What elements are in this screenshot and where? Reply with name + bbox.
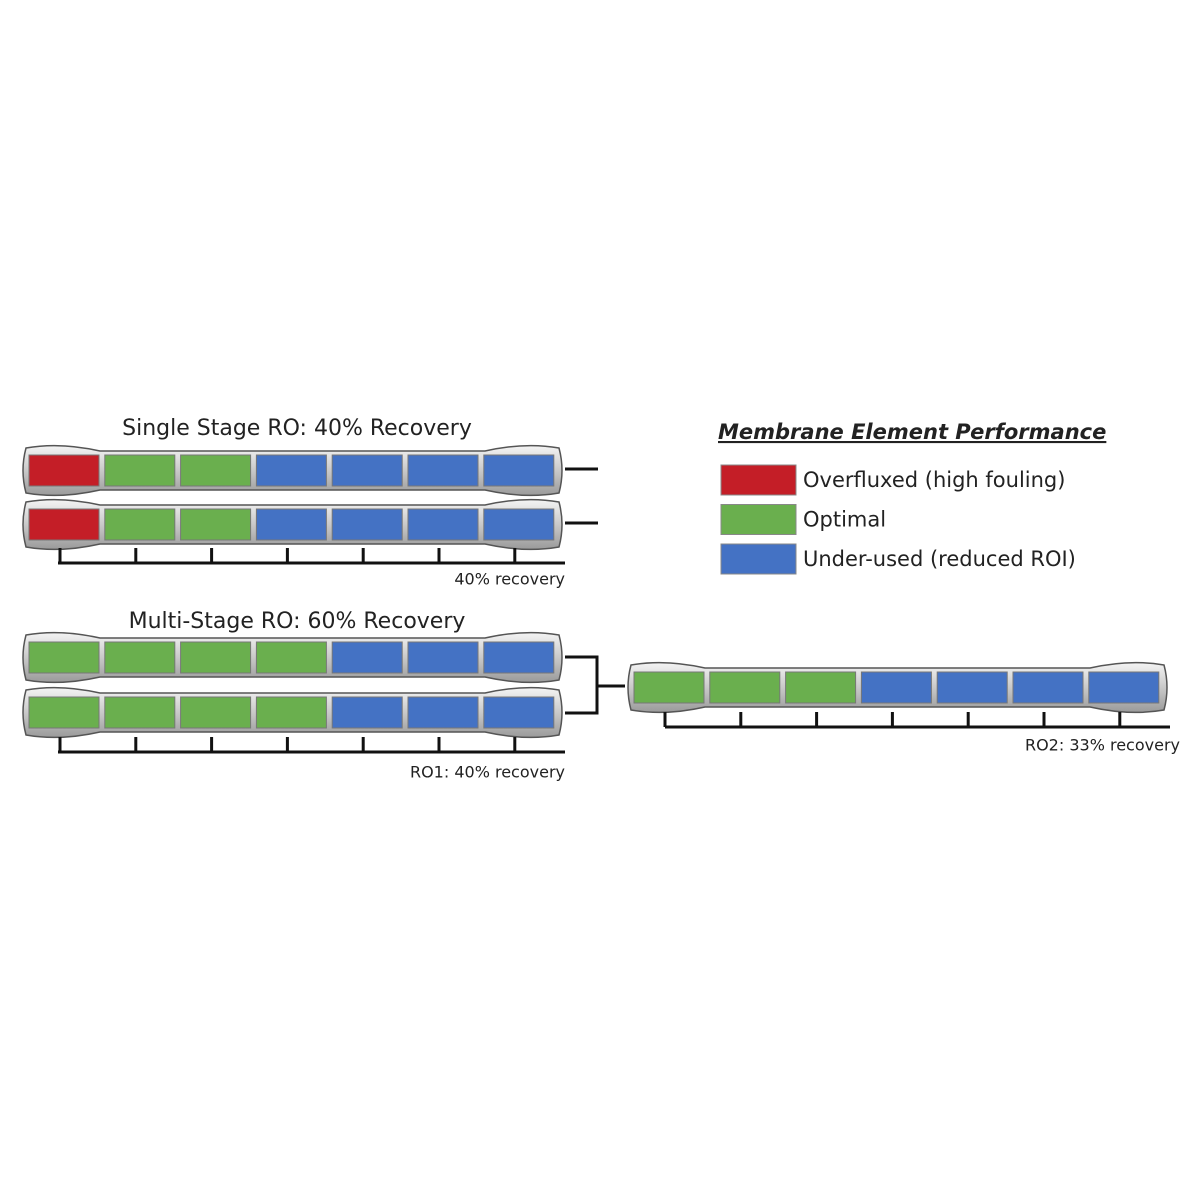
membrane-element — [104, 696, 176, 729]
piping — [565, 467, 625, 715]
membrane-element — [407, 508, 479, 541]
legend-swatch — [720, 543, 797, 575]
membrane-element — [28, 454, 100, 487]
membrane-element — [180, 454, 252, 487]
ro1-label: RO1: 40% recovery — [410, 763, 565, 782]
membrane-element — [28, 641, 100, 674]
membrane-element — [28, 696, 100, 729]
legend-label: Under-used (reduced ROI) — [803, 547, 1076, 571]
permeate-header — [58, 737, 565, 754]
permeate-header — [58, 548, 565, 565]
membrane-element — [104, 508, 176, 541]
membrane-element — [180, 641, 252, 674]
membrane-element — [255, 508, 327, 541]
membrane-element — [407, 696, 479, 729]
permeate-header — [663, 712, 1170, 729]
single-title: Single Stage RO: 40% Recovery — [122, 416, 472, 441]
membrane-element — [180, 508, 252, 541]
membrane-element — [709, 671, 781, 704]
membrane-element — [483, 508, 555, 541]
multi-title: Multi-Stage RO: 60% Recovery — [129, 609, 466, 634]
membrane-element — [255, 696, 327, 729]
membrane-element — [255, 454, 327, 487]
membrane-element — [785, 671, 857, 704]
membrane-element — [633, 671, 705, 704]
membrane-element — [1088, 671, 1160, 704]
membrane-element — [483, 696, 555, 729]
membrane-element — [180, 696, 252, 729]
membrane-element — [331, 696, 403, 729]
membrane-element — [331, 508, 403, 541]
legend-swatch — [720, 464, 797, 496]
membrane-element — [255, 641, 327, 674]
legend-label: Optimal — [803, 508, 886, 532]
membrane-element — [331, 641, 403, 674]
legend-label: Overfluxed (high fouling) — [803, 468, 1065, 492]
membrane-element — [407, 454, 479, 487]
membrane-element — [936, 671, 1008, 704]
membrane-element — [483, 641, 555, 674]
membrane-element — [104, 641, 176, 674]
membrane-element — [483, 454, 555, 487]
single-label: 40% recovery — [454, 570, 565, 589]
legend-title: Membrane Element Performance — [718, 420, 1106, 444]
membrane-element — [28, 508, 100, 541]
membrane-element — [104, 454, 176, 487]
membrane-element — [331, 454, 403, 487]
legend-swatch — [720, 504, 797, 535]
ro2-label: RO2: 33% recovery — [1025, 736, 1180, 755]
membrane-element — [860, 671, 932, 704]
membrane-element — [1012, 671, 1084, 704]
membrane-element — [407, 641, 479, 674]
